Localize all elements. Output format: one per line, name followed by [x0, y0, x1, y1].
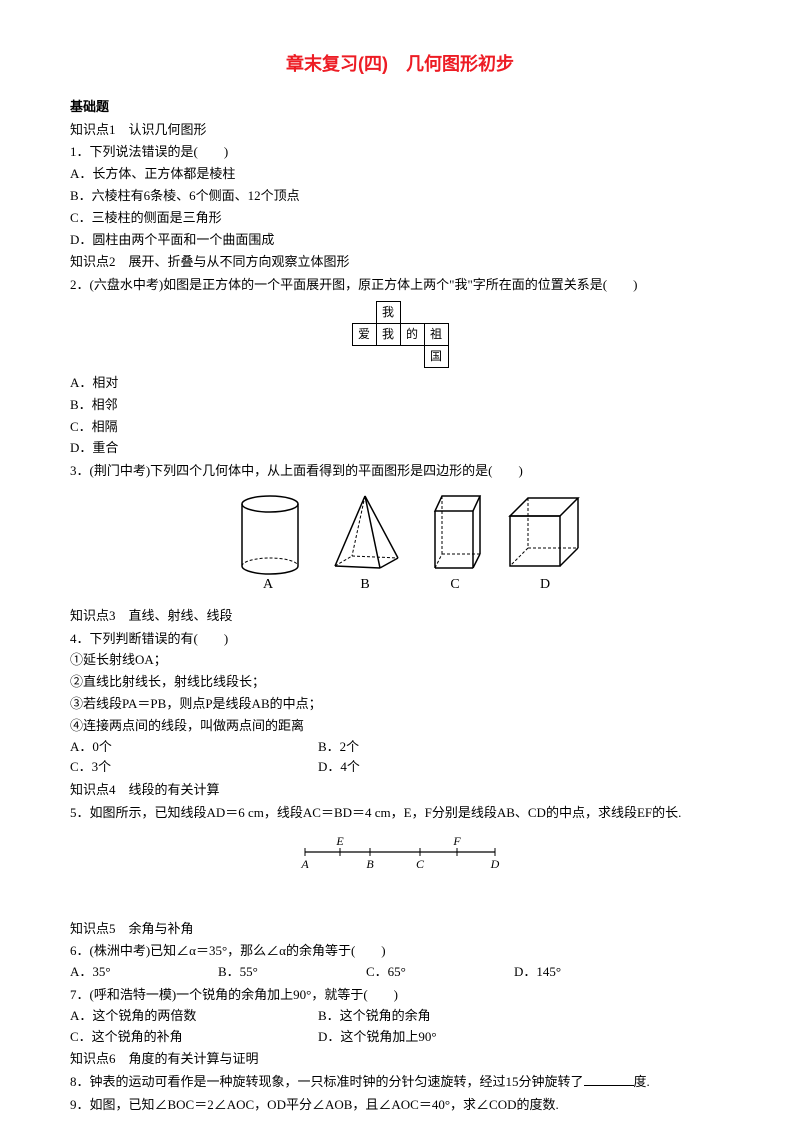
q2-optA: A．相对 [70, 373, 730, 394]
q4-optD: D．4个 [318, 757, 360, 778]
q3-labelD: D [540, 577, 550, 592]
q1-optC: C．三棱柱的侧面是三角形 [70, 208, 730, 229]
q6-optB: B．55° [218, 962, 366, 983]
q1-optD: D．圆柱由两个平面和一个曲面围成 [70, 230, 730, 251]
svg-text:F: F [452, 834, 461, 848]
page-title: 章末复习(四) 几何图形初步 [70, 50, 730, 79]
q5-segment-diagram: A E B C F D [70, 832, 730, 879]
q3-stem: 3．(荆门中考)下列四个几何体中，从上面看得到的平面图形是四边形的是( ) [70, 461, 730, 482]
kp2-label: 知识点2 展开、折叠与从不同方向观察立体图形 [70, 252, 730, 273]
q1-optB: B．六棱柱有6条棱、6个侧面、12个顶点 [70, 186, 730, 207]
q8-stem: 8．钟表的运动可看作是一种旋转现象，一只标准时钟的分针匀速旋转，经过15分钟旋转… [70, 1072, 730, 1093]
q1-optA: A．长方体、正方体都是棱柱 [70, 164, 730, 185]
svg-text:A: A [300, 857, 309, 871]
q4-s3: ③若线段PA＝PB，则点P是线段AB的中点； [70, 694, 730, 715]
svg-text:B: B [366, 857, 374, 871]
q7-optA: A．这个锐角的两倍数 [70, 1006, 318, 1027]
kp5-label: 知识点5 余角与补角 [70, 919, 730, 940]
q3-labelC: C [450, 577, 459, 592]
svg-text:D: D [490, 857, 500, 871]
kp3-label: 知识点3 直线、射线、线段 [70, 606, 730, 627]
q1-stem: 1．下列说法错误的是( ) [70, 142, 730, 163]
q4-s2: ②直线比射线长，射线比线段长； [70, 672, 730, 693]
q4-optC: C．3个 [70, 757, 318, 778]
q9-stem: 9．如图，已知∠BOC＝2∠AOC，OD平分∠AOB，且∠AOC＝40°，求∠C… [70, 1095, 730, 1116]
q2-optC: C．相隔 [70, 417, 730, 438]
q4-optA: A．0个 [70, 737, 318, 758]
q6-optD: D．145° [514, 962, 561, 983]
net-cell: 祖 [424, 323, 448, 345]
svg-text:C: C [416, 857, 425, 871]
q5-stem: 5．如图所示，已知线段AD＝6 cm，线段AC＝BD＝4 cm，E，F分别是线段… [70, 803, 730, 824]
q2-stem: 2．(六盘水中考)如图是正方体的一个平面展开图，原正方体上两个"我"字所在面的位… [70, 275, 730, 296]
net-cell: 的 [400, 323, 424, 345]
svg-text:E: E [335, 834, 344, 848]
cube-net-diagram: 我 爱 我 的 祖 国 [70, 301, 730, 368]
q7-optB: B．这个锐角的余角 [318, 1006, 431, 1027]
net-cell: 我 [376, 301, 400, 323]
q4-s1: ①延长射线OA； [70, 650, 730, 671]
q6-stem: 6．(株洲中考)已知∠α＝35°，那么∠α的余角等于( ) [70, 941, 730, 962]
q6-optC: C．65° [366, 962, 514, 983]
kp1-label: 知识点1 认识几何图形 [70, 120, 730, 141]
net-cell: 爱 [352, 323, 376, 345]
q2-optB: B．相邻 [70, 395, 730, 416]
q3-shapes: A B C D [70, 488, 730, 600]
kp6-label: 知识点6 角度的有关计算与证明 [70, 1049, 730, 1070]
q4-s4: ④连接两点间的线段，叫做两点间的距离 [70, 716, 730, 737]
q7-optD: D．这个锐角加上90° [318, 1027, 437, 1048]
blank-fill[interactable] [584, 1073, 634, 1086]
net-cell: 我 [376, 323, 400, 345]
q7-optC: C．这个锐角的补角 [70, 1027, 318, 1048]
q4-stem: 4．下列判断错误的有( ) [70, 629, 730, 650]
q4-optB: B．2个 [318, 737, 359, 758]
q3-labelA: A [263, 577, 274, 592]
q6-optA: A．35° [70, 962, 218, 983]
kp4-label: 知识点4 线段的有关计算 [70, 780, 730, 801]
q7-stem: 7．(呼和浩特一模)一个锐角的余角加上90°，就等于( ) [70, 985, 730, 1006]
q2-optD: D．重合 [70, 438, 730, 459]
q3-labelB: B [360, 577, 369, 592]
net-cell: 国 [424, 345, 448, 367]
section-header: 基础题 [70, 97, 730, 118]
